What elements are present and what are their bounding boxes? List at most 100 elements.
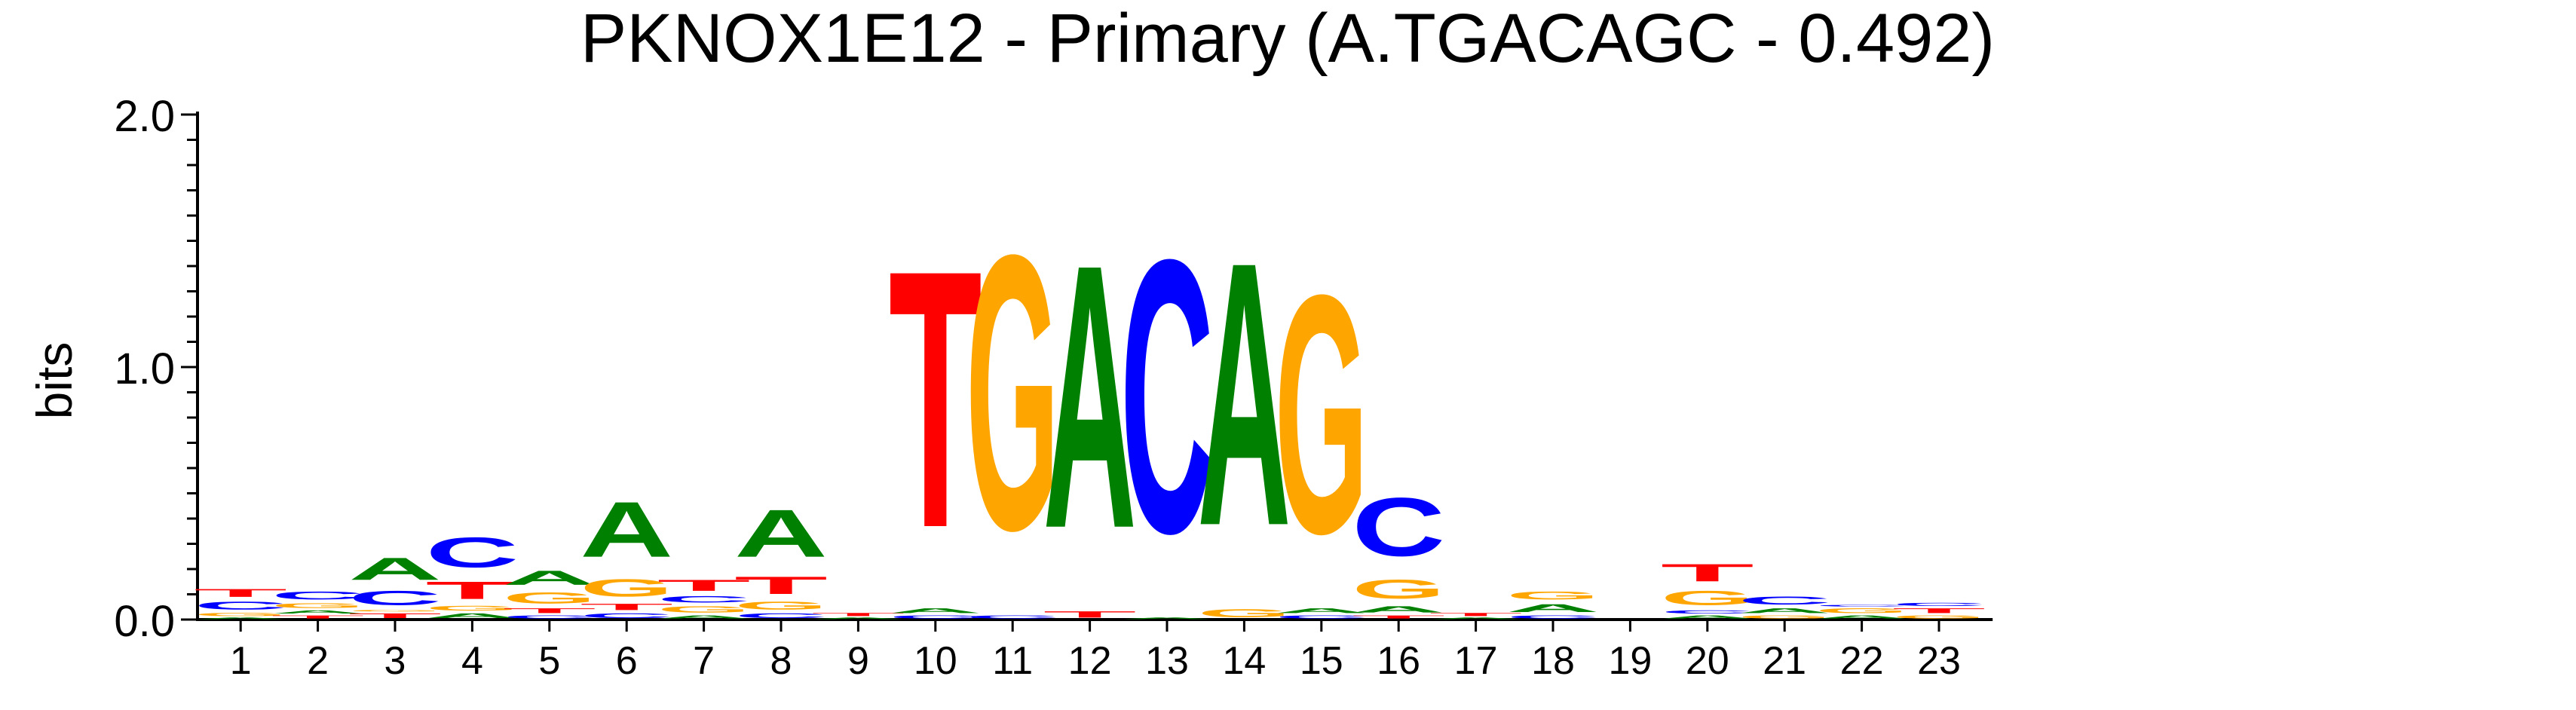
logo-letter-c: C — [1738, 594, 1831, 607]
x-tick-label: 14 — [1222, 639, 1266, 683]
x-tick-label: 2 — [307, 639, 329, 683]
logo-letter-g: G — [194, 612, 287, 617]
logo-letter-c: C — [1506, 614, 1600, 620]
logo-letter-c: C — [1815, 604, 1909, 607]
x-tick-label: 22 — [1840, 639, 1884, 683]
x-tick-label: 9 — [847, 639, 869, 683]
logo-stacks: AGCTTAGCTGCAAGTCCTGACTGAAGCTCGTAATCATCGT… — [194, 173, 1986, 620]
x-tick-label: 15 — [1300, 639, 1343, 683]
logo-letter-c: C — [1661, 610, 1754, 615]
logo-letter-t: T — [194, 587, 287, 600]
logo-letter-c: C — [503, 614, 596, 620]
y-tick-label: 1.0 — [114, 344, 175, 393]
logo-letter-t: T — [1661, 559, 1754, 586]
logo-letter-c: C — [889, 614, 982, 620]
logo-letter-a: A — [1738, 607, 1831, 614]
logo-letter-c: C — [1892, 602, 1986, 607]
chart-title: PKNOX1E12 - Primary (A.TGACAGC - 0.492) — [580, 0, 1995, 77]
y-tick-label: 0.0 — [114, 597, 175, 646]
y-axis-ticks: 0.0 1.0 2.0 — [114, 92, 198, 646]
logo-letter-c: C — [966, 614, 1059, 620]
logo-letter-t: T — [503, 607, 596, 614]
x-tick-label: 21 — [1763, 639, 1806, 683]
logo-letter-g: G — [1661, 587, 1754, 610]
logo-letter-g: G — [1506, 589, 1600, 602]
logo-letter-c: C — [271, 589, 365, 602]
logo-letter-g: G — [503, 589, 596, 607]
logo-letter-g: G — [425, 604, 519, 612]
x-tick-label: 20 — [1686, 639, 1729, 683]
logo-letter-c: C — [194, 599, 287, 612]
logo-letter-g: G — [1892, 614, 1986, 620]
logo-letter-c: C — [580, 612, 673, 620]
logo-letter-g: G — [966, 173, 1059, 611]
logo-letter-a: A — [1197, 185, 1291, 605]
logo-letter-a: A — [1815, 614, 1909, 620]
logo-letter-t: T — [1043, 610, 1137, 620]
x-tick-label: 4 — [461, 639, 483, 683]
logo-letter-a: A — [811, 617, 905, 620]
logo-letter-a: A — [1120, 617, 1214, 620]
logo-letter-g: G — [657, 604, 751, 614]
logo-letter-a: A — [503, 567, 596, 589]
y-tick-label: 2.0 — [114, 92, 175, 141]
logo-letter-t: T — [580, 602, 673, 612]
logo-letter-t: T — [1429, 612, 1523, 617]
x-tick-label: 13 — [1145, 639, 1189, 683]
logo-letter-c: C — [1120, 178, 1214, 614]
logo-letter-c: C — [1352, 480, 1445, 574]
y-axis-label: bits — [26, 342, 82, 420]
x-axis-ticks: 1 2 3 4 5 6 7 8 9 10 11 12 13 14 15 16 17 18 19 20 21 22 23 — [230, 620, 1961, 683]
logo-letter-a: A — [271, 610, 365, 615]
logo-letter-t: T — [1892, 607, 1986, 614]
logo-letter-a: A — [580, 485, 673, 574]
x-tick-label: 17 — [1454, 639, 1498, 683]
x-tick-label: 23 — [1917, 639, 1961, 683]
logo-letter-a: A — [734, 496, 828, 571]
logo-letter-a: A — [657, 614, 751, 620]
logo-letter-a: A — [1506, 602, 1600, 615]
logo-letter-a: A — [348, 552, 442, 587]
logo-letter-c: C — [348, 587, 442, 610]
logo-letter-a: A — [1429, 617, 1523, 620]
logo-letter-c: C — [425, 528, 519, 577]
x-tick-label: 3 — [384, 639, 406, 683]
logo-letter-g: G — [1738, 614, 1831, 620]
logo-letter-t: T — [1352, 614, 1445, 620]
x-tick-label: 10 — [914, 639, 957, 683]
logo-letter-t: T — [425, 577, 519, 604]
logo-letter-t: T — [657, 577, 751, 595]
logo-letter-t: T — [889, 194, 982, 604]
x-tick-label: 12 — [1068, 639, 1112, 683]
logo-letter-c: C — [734, 612, 828, 620]
logo-letter-a: A — [1275, 607, 1368, 614]
logo-letter-t: T — [271, 614, 365, 620]
x-tick-label: 18 — [1531, 639, 1575, 683]
logo-letter-g: G — [734, 599, 828, 612]
x-tick-label: 7 — [693, 639, 715, 683]
logo-letter-a: A — [1043, 187, 1137, 607]
logo-letter-a: A — [425, 612, 519, 620]
logo-letter-a: A — [1661, 614, 1754, 620]
x-tick-label: 11 — [992, 639, 1033, 683]
logo-letter-t: T — [348, 612, 442, 620]
logo-letter-a: A — [889, 607, 982, 614]
logo-letter-g: G — [348, 610, 442, 612]
logo-letter-a: A — [1352, 604, 1445, 614]
x-tick-label: 8 — [770, 639, 792, 683]
logo-letter-g: G — [271, 602, 365, 610]
logo-letter-g: G — [1352, 574, 1445, 604]
logo-letter-a: A — [194, 617, 287, 620]
logo-letter-t: T — [811, 612, 905, 617]
logo-letter-g: G — [1275, 223, 1368, 604]
logo-letter-g: G — [1815, 607, 1909, 614]
x-tick-label: 16 — [1377, 639, 1420, 683]
logo-letter-c: C — [657, 594, 751, 604]
logo-letter-g: G — [1197, 607, 1291, 620]
logo-letter-t: T — [734, 571, 828, 599]
x-tick-label: 5 — [538, 639, 560, 683]
logo-letter-g: G — [580, 574, 673, 602]
x-tick-label: 19 — [1608, 639, 1652, 683]
x-tick-label: 6 — [616, 639, 638, 683]
